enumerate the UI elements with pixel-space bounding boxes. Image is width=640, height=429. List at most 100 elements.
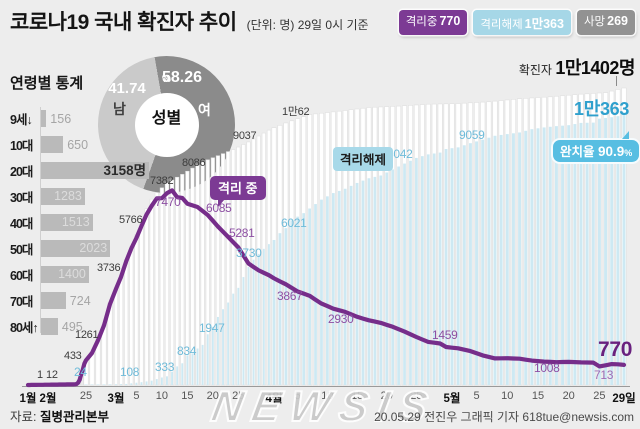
age-row: 9세↓ 156: [10, 110, 180, 127]
chart-value-label: 834: [177, 344, 197, 358]
page-title: 코로나19 국내 확진자 추이 (단위: 명) 29일 0시 기준: [10, 6, 369, 36]
age-value: 495: [61, 319, 83, 334]
female-percentage: 58.26%: [162, 69, 203, 86]
chart-value-label: 5766: [119, 214, 143, 226]
chart-value-label: 1008: [534, 361, 560, 375]
age-value: 1513: [61, 215, 90, 229]
age-value: 3158명: [103, 163, 146, 178]
age-chart: 연령별 통계 9세↓ 156 10대 650 20대 3158명 30대 1283 40대 151…: [10, 72, 180, 344]
female-label: 여: [198, 102, 211, 118]
x-axis-tick: 4월: [265, 393, 283, 405]
x-axis-tick: 15: [181, 390, 194, 402]
age-row-label: 80세↑: [10, 321, 39, 335]
age-row: 50대 2023: [10, 240, 180, 257]
age-row: 60대 1400: [10, 266, 180, 283]
age-value: 724: [69, 293, 91, 308]
badge-released: 격리해제 1만363: [473, 10, 571, 35]
age-row-label: 70대: [10, 295, 33, 309]
male-percentage: 41.74: [108, 80, 146, 97]
x-axis-tick: 20: [562, 390, 575, 402]
age-row: 30대 1283: [10, 188, 180, 205]
chart-value-label: 7470: [155, 195, 181, 209]
age-row: 10대 650: [10, 136, 180, 153]
x-axis-tick: 20: [380, 390, 393, 402]
title-strong: 국내 확진자: [94, 11, 194, 34]
age-value: 156: [50, 111, 72, 126]
chart-value-label: 8086: [182, 157, 206, 169]
age-row: 80세↑ 495: [10, 318, 180, 335]
chart-value-label: 433: [64, 350, 82, 362]
chart-value-label: 1: [37, 369, 43, 381]
chart-value-label: 8042: [387, 147, 413, 161]
x-axis-tick: 25: [232, 390, 245, 402]
age-bar: 3158명: [41, 162, 149, 179]
age-row: 70대 724: [10, 292, 180, 309]
x-axis-tick: 25: [410, 390, 423, 402]
badge-deaths: 사망 269: [576, 10, 635, 35]
chart-value-label: 770: [598, 338, 633, 361]
chart-value-label: 3736: [97, 262, 121, 274]
x-axis-tick: 5월: [443, 393, 461, 405]
title-suffix: 추이: [193, 11, 237, 34]
x-axis-tick: 25: [593, 390, 606, 402]
chart-value-label: 108: [120, 365, 140, 379]
age-row-label: 30대: [10, 191, 33, 205]
age-row-label: 20대: [10, 165, 33, 179]
age-bar: [41, 292, 66, 309]
x-axis-tick: 2월: [39, 393, 57, 405]
age-bar: [41, 136, 64, 153]
age-value: 1283: [54, 189, 82, 203]
age-row: 20대 3158명: [10, 162, 180, 179]
age-row-label: 10대: [10, 139, 33, 153]
confirmed-total: 확진자 1만1402명: [518, 58, 636, 78]
x-axis-tick: 15: [350, 390, 364, 402]
title-unit-note: (단위: 명) 29일 0시 기준: [246, 18, 369, 32]
chart-value-label: 1만62: [282, 106, 310, 118]
x-axis-tick: 29일: [612, 393, 636, 405]
chart-value-label: 333: [155, 360, 175, 374]
chart-value-label: 3730: [236, 246, 262, 260]
x-axis-tick: 20: [206, 390, 219, 402]
source-note: 자료: 질병관리본부: [10, 410, 109, 424]
credit-note: 20.05.29 전진우 그래픽 기자 618tue@newsis.com: [374, 410, 634, 424]
chart-value-label: 1261: [75, 329, 99, 341]
chart-value-label: 5281: [229, 226, 255, 240]
age-row-label: 40대: [10, 217, 33, 231]
cure-rate-badge: 완치율 90.9%: [551, 131, 640, 164]
x-axis-tick: 5: [294, 390, 301, 402]
chart-value-label: 6085: [206, 201, 232, 215]
age-bar: [41, 318, 58, 335]
age-bar: 1400: [41, 266, 89, 283]
chart-value-label: 6021: [281, 216, 307, 230]
age-bar: 2023: [41, 240, 111, 257]
badge-quarantined: 격리중 770: [398, 10, 468, 35]
summary-badges: 격리중 770 격리해제 1만363 사망 269: [398, 10, 635, 35]
chart-value-label: 713: [594, 368, 614, 382]
age-value: 1400: [58, 267, 86, 281]
male-label: 남: [113, 101, 126, 117]
age-bar: [41, 110, 47, 127]
x-axis-tick: 5: [473, 390, 480, 402]
age-bar: 1283: [41, 188, 85, 205]
age-row-label: 9세↓: [10, 113, 33, 127]
gender-donut-hole: [134, 92, 199, 157]
title-prefix: 코로나19: [10, 11, 95, 34]
x-axis-tick: 15: [531, 390, 545, 402]
x-axis-tick: 5: [133, 390, 140, 402]
released-series-badge: 격리해제: [333, 147, 394, 171]
age-value: 2023: [79, 241, 108, 255]
chart-value-label: 1947: [199, 321, 225, 335]
x-axis-tick: 10: [321, 390, 334, 402]
chart-value-label: 2930: [328, 312, 354, 326]
chart-value-label: 9059: [459, 128, 485, 142]
confirmed-connector-line: [616, 76, 617, 86]
age-row-label: 50대: [10, 243, 33, 257]
chart-value-label: 1459: [432, 328, 458, 342]
chart-value-label: 7382: [150, 175, 174, 187]
gender-donut-title: 성별: [151, 110, 182, 127]
age-rows: 9세↓ 156 10대 650 20대 3158명 30대 1283 40대 1513 50대 202…: [10, 107, 180, 335]
age-row-label: 60대: [10, 269, 33, 283]
chart-value-label: 1만363: [574, 99, 630, 119]
